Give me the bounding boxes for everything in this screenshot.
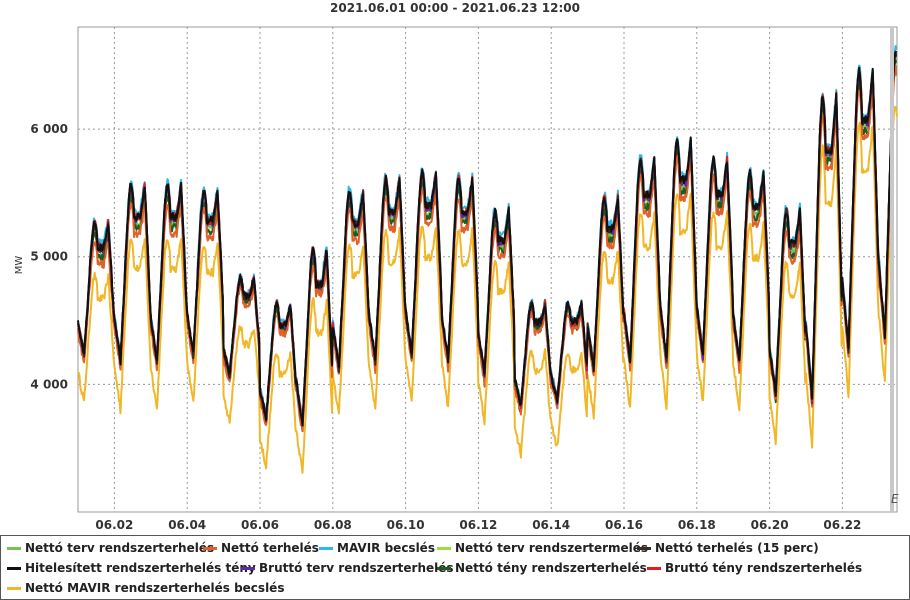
legend-item: Nettó terv rendszerterhelés <box>7 538 214 558</box>
x-axis-ticks: 06.02 06.04 06.06 06.08 06.10 06.12 06.14 06.16… <box>95 518 861 532</box>
y-axis-label: MW <box>14 256 25 275</box>
legend-item: Nettó terhelés <box>203 538 319 558</box>
x-tick-label: 06.06 <box>241 518 279 532</box>
chart-legend: Nettó terv rendszerterhelés Nettó terhelé… <box>0 535 910 600</box>
line-chart: 2021.06.01 00:00 - 2021.06.23 12:00 MW 0… <box>14 1 899 532</box>
plot-area <box>77 26 898 513</box>
legend-swatch <box>7 566 21 570</box>
x-tick-label: 06.18 <box>678 518 716 532</box>
x-tick-label: 06.10 <box>387 518 425 532</box>
x-tick-label: 06.16 <box>605 518 643 532</box>
legend-label: Bruttó terv rendszerterhelés <box>259 561 454 575</box>
legend-item: MAVIR becslés <box>319 538 435 558</box>
series-line <box>77 50 898 427</box>
end-marker-label: E <box>891 492 899 506</box>
x-tick-label: 06.04 <box>168 518 206 532</box>
legend-label: Nettó terhelés <box>221 541 319 555</box>
series-line <box>77 105 898 474</box>
y-tick-label: 5 000 <box>30 250 68 264</box>
legend-label: Nettó terv rendszertermelés <box>455 541 649 555</box>
y-tick-label: 4 000 <box>30 377 68 391</box>
legend-swatch <box>7 586 21 590</box>
y-axis-ticks: 4 000 5 000 6 000 <box>30 122 68 391</box>
legend-item: Hitelesített rendszerterhelés tény <box>7 558 256 578</box>
chart-title: 2021.06.01 00:00 - 2021.06.23 12:00 <box>330 1 580 15</box>
legend-item: Nettó terv rendszertermelés <box>437 538 648 558</box>
legend-swatch <box>437 546 451 550</box>
legend-item: Bruttó tény rendszerterhelés <box>647 558 862 578</box>
x-tick-label: 06.22 <box>823 518 861 532</box>
legend-swatch <box>437 566 451 570</box>
legend-swatch <box>647 566 661 570</box>
legend-label: Nettó terv rendszerterhelés <box>25 541 215 555</box>
legend-label: Nettó terhelés (15 perc) <box>655 541 819 555</box>
legend-swatch <box>637 546 651 550</box>
x-tick-label: 06.02 <box>95 518 133 532</box>
legend-item: Nettó terhelés (15 perc) <box>637 538 819 558</box>
legend-swatch <box>7 546 21 550</box>
x-tick-label: 06.08 <box>314 518 352 532</box>
legend-item: Nettó MAVIR rendszerterhelés becslés <box>7 578 284 598</box>
legend-swatch <box>203 546 217 550</box>
legend-item: Bruttó terv rendszerterhelés <box>241 558 454 578</box>
series-lines <box>77 45 898 474</box>
legend-label: Bruttó tény rendszerterhelés <box>665 561 863 575</box>
legend-label: MAVIR becslés <box>337 541 435 555</box>
x-tick-label: 06.12 <box>459 518 497 532</box>
legend-swatch <box>241 566 255 570</box>
legend-label: Hitelesített rendszerterhelés tény <box>25 561 256 575</box>
legend-swatch <box>319 546 333 550</box>
y-tick-label: 6 000 <box>30 122 68 136</box>
x-tick-label: 06.14 <box>532 518 570 532</box>
x-tick-label: 06.20 <box>751 518 789 532</box>
legend-label: Nettó MAVIR rendszerterhelés becslés <box>25 581 285 595</box>
legend-item: Nettó tény rendszerterhelés <box>437 558 647 578</box>
end-marker: E <box>890 27 899 512</box>
legend-label: Nettó tény rendszerterhelés <box>455 561 647 575</box>
